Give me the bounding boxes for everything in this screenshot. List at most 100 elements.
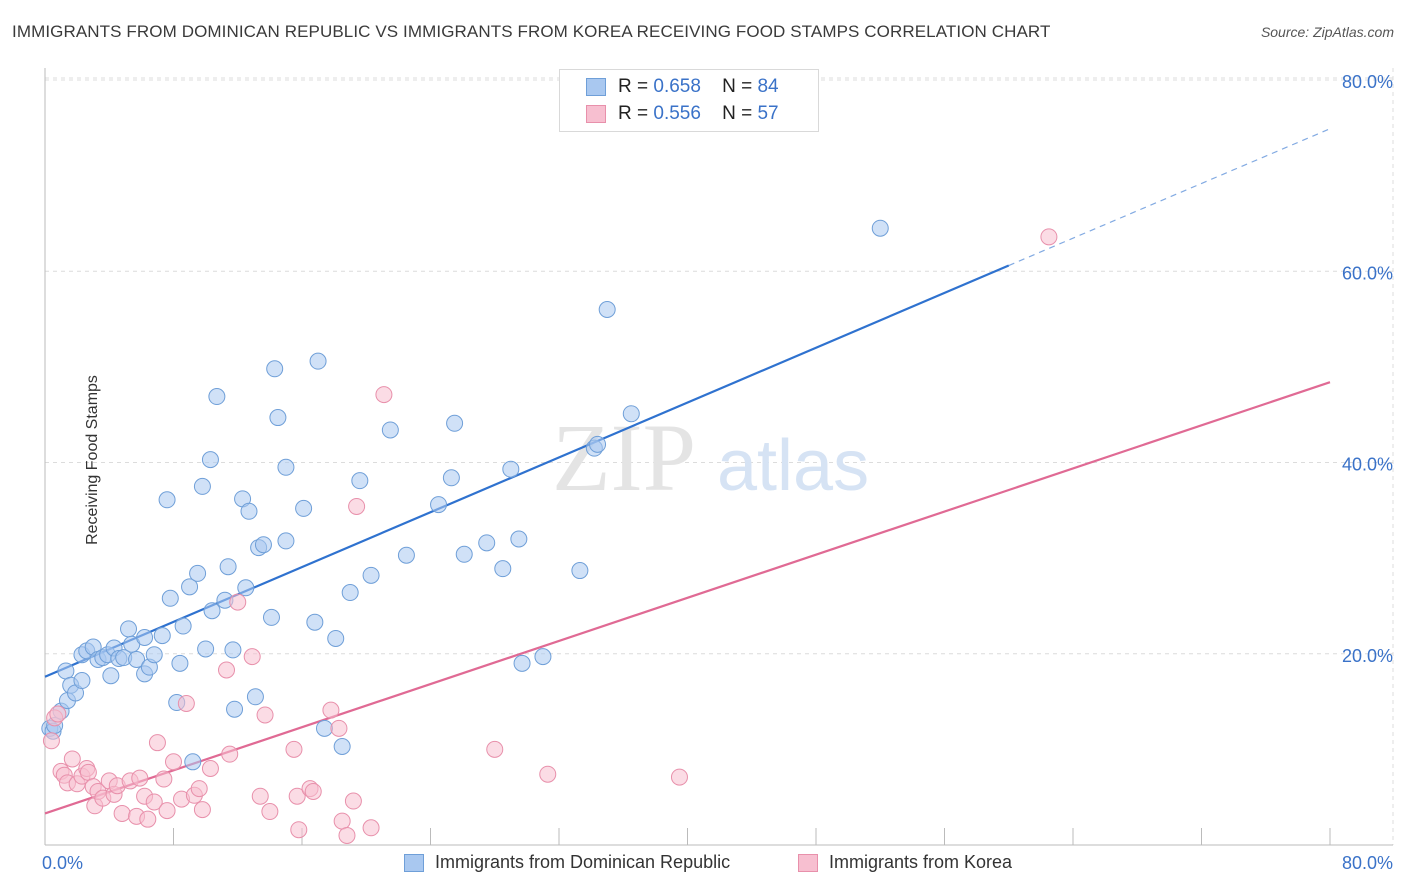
- point-dominican: [442, 469, 460, 487]
- point-dominican: [224, 641, 242, 659]
- bottom-legend-swatch-korea: [798, 854, 818, 872]
- point-dominican: [315, 719, 333, 737]
- point-korea: [333, 812, 351, 830]
- point-dominican: [174, 617, 192, 635]
- point-dominican: [341, 584, 359, 602]
- point-dominican: [622, 405, 640, 423]
- point-korea: [288, 787, 306, 805]
- chart-title: IMMIGRANTS FROM DOMINICAN REPUBLIC VS IM…: [12, 22, 1051, 41]
- point-dominican: [102, 667, 120, 685]
- point-korea: [145, 793, 163, 811]
- source-label: Source: ZipAtlas.com: [1260, 24, 1394, 40]
- grid-lines: [45, 68, 1394, 845]
- watermark: ZIP atlas: [552, 404, 869, 511]
- point-dominican: [269, 409, 287, 427]
- axes: [44, 68, 1393, 846]
- point-dominican: [161, 589, 179, 607]
- watermark-atlas: atlas: [717, 426, 869, 506]
- y-tick-label: 80.0%: [1342, 72, 1393, 92]
- legend-n-value-korea: 57: [757, 103, 779, 124]
- point-dominican: [240, 502, 258, 520]
- point-dominican: [478, 534, 496, 552]
- point-dominican: [589, 435, 607, 453]
- point-dominican: [208, 388, 226, 406]
- point-dominican: [73, 672, 91, 690]
- point-dominican: [201, 451, 219, 469]
- legend-n-label: N =: [722, 103, 753, 124]
- tick-labels: 20.0% 40.0% 60.0% 80.0% 0.0% 80.0%: [42, 72, 1393, 873]
- y-tick-label: 60.0%: [1342, 263, 1393, 283]
- point-korea: [344, 792, 362, 810]
- point-dominican: [189, 564, 207, 582]
- point-dominican: [277, 532, 295, 550]
- legend-swatch-dominican: [586, 78, 606, 96]
- point-korea: [322, 701, 340, 719]
- legend-r-value-dominican: 0.658: [653, 76, 701, 97]
- point-dominican: [266, 360, 284, 378]
- point-korea: [348, 497, 366, 515]
- point-korea: [304, 782, 322, 800]
- legend-r-label: R =: [618, 76, 649, 97]
- legend-n-value-dominican: 84: [757, 76, 779, 97]
- point-korea: [113, 804, 131, 822]
- point-korea: [229, 593, 247, 611]
- point-dominican: [181, 578, 199, 596]
- point-dominican: [362, 566, 380, 584]
- y-tick-label: 20.0%: [1342, 646, 1393, 666]
- point-dominican: [351, 472, 369, 490]
- point-korea: [362, 819, 380, 837]
- point-dominican: [254, 536, 272, 554]
- point-korea: [539, 765, 557, 783]
- point-korea: [218, 661, 236, 679]
- trend-line-dominican-extension: [1008, 128, 1331, 267]
- point-dominican: [184, 753, 202, 771]
- point-dominican: [262, 608, 280, 626]
- point-dominican: [333, 738, 351, 756]
- point-dominican: [226, 700, 244, 718]
- point-dominican: [295, 499, 313, 517]
- point-korea: [486, 740, 504, 758]
- point-dominican: [309, 352, 327, 370]
- point-dominican: [120, 620, 138, 638]
- point-korea: [285, 740, 303, 758]
- point-dominican: [128, 650, 146, 668]
- legend: R = 0.658 N = 84 R = 0.556 N = 57: [559, 69, 819, 132]
- point-dominican: [171, 654, 189, 672]
- point-dominican: [306, 613, 324, 631]
- point-korea: [139, 810, 157, 828]
- bottom-legend-swatch-dominican: [404, 854, 424, 872]
- point-korea: [177, 694, 195, 712]
- point-dominican: [237, 579, 255, 597]
- bottom-legend-label-dominican: Immigrants from Dominican Republic: [435, 852, 731, 872]
- watermark-zip: ZIP: [552, 404, 696, 511]
- x-tick-label: 0.0%: [42, 853, 83, 873]
- point-dominican: [571, 562, 589, 580]
- point-korea: [131, 769, 149, 787]
- point-dominican: [153, 627, 171, 645]
- point-korea: [221, 745, 239, 763]
- point-korea: [261, 803, 279, 821]
- point-dominican: [510, 530, 528, 548]
- point-korea: [290, 821, 308, 839]
- point-dominican: [871, 219, 889, 237]
- point-korea: [42, 732, 60, 750]
- point-korea: [1040, 228, 1058, 246]
- y-tick-label: 40.0%: [1342, 455, 1393, 475]
- point-dominican: [397, 546, 415, 564]
- point-korea: [251, 787, 269, 805]
- point-korea: [201, 760, 219, 777]
- point-korea: [165, 753, 182, 771]
- trend-line-korea: [44, 381, 1331, 815]
- legend-r-label: R =: [618, 103, 649, 124]
- point-dominican: [598, 301, 616, 318]
- data-points: [41, 219, 1058, 844]
- point-korea: [375, 386, 393, 404]
- point-korea: [190, 780, 208, 798]
- point-dominican: [158, 491, 176, 509]
- x-tick-label: 80.0%: [1342, 853, 1393, 873]
- point-korea: [63, 750, 81, 768]
- point-korea: [338, 826, 356, 844]
- point-dominican: [136, 628, 154, 646]
- point-dominican: [57, 662, 75, 680]
